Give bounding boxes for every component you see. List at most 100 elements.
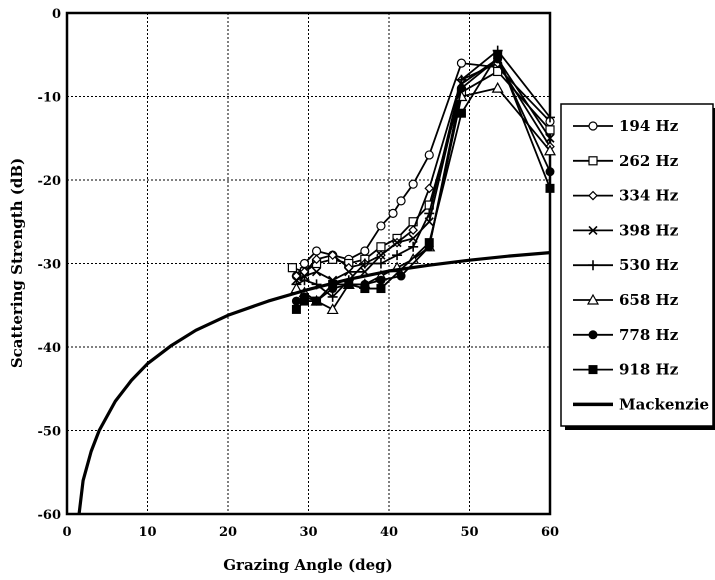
series-918-hz (291, 50, 555, 314)
data-point (396, 271, 406, 281)
data-point (392, 238, 402, 248)
tick-labels: 0 10 20 30 40 50 60 0 -10 -20 -30 -40 -50 -60 (38, 7, 560, 540)
legend-marker (588, 365, 598, 375)
x-axis-label: Grazing Angle (deg) (223, 556, 392, 574)
legend-marker (588, 260, 598, 271)
legend-label: 658 Hz (619, 291, 679, 309)
series-line (77, 251, 551, 515)
legend-marker (586, 293, 600, 305)
series-line (295, 53, 551, 311)
data-point (545, 133, 555, 143)
series-194-hz (291, 58, 555, 281)
legend-entry: 194 Hz (573, 117, 679, 135)
data-point (299, 296, 309, 306)
y-tick-label: -30 (38, 258, 62, 273)
data-point (388, 208, 398, 218)
legend-entry: Mackenzie (573, 395, 709, 413)
y-tick-label: -40 (38, 341, 62, 356)
data-point (326, 303, 339, 315)
data-point (456, 74, 467, 85)
data-point (493, 50, 503, 60)
legend-label: Mackenzie (619, 395, 709, 413)
data-point (360, 284, 370, 294)
plot-area (65, 11, 552, 516)
legend-marker (588, 330, 598, 340)
data-point (376, 250, 386, 260)
y-tick-label: -60 (38, 508, 62, 523)
data-point (376, 275, 386, 285)
data-point (359, 258, 370, 269)
data-point (376, 284, 386, 294)
legend-entry: 398 Hz (573, 221, 679, 239)
data-point (491, 81, 504, 93)
data-point (344, 267, 354, 277)
data-point (311, 254, 322, 265)
data-point (311, 246, 322, 256)
data-point (327, 291, 338, 302)
legend-marker (588, 190, 598, 201)
data-point (376, 221, 386, 231)
data-point (543, 144, 557, 156)
data-point (291, 296, 301, 306)
data-point (408, 179, 418, 189)
legend: 194 Hz 262 Hz 334 Hz 398 Hz 530 Hz 658 Hz 778 … (560, 103, 715, 430)
series-334-hz (291, 58, 555, 281)
y-axis-label: Scattering Strength (dB) (8, 158, 26, 368)
x-tick-label: 20 (219, 525, 237, 540)
data-point (311, 267, 322, 277)
series-530-hz (291, 45, 555, 302)
data-point (375, 258, 386, 269)
x-tick-label: 60 (541, 525, 559, 540)
data-point (456, 83, 466, 93)
legend-entry: 262 Hz (573, 152, 679, 170)
legend-label: 262 Hz (619, 152, 679, 170)
series-line (292, 70, 551, 273)
data-point (545, 167, 555, 177)
legend-label: 334 Hz (619, 187, 679, 205)
legend-entry: 334 Hz (573, 187, 679, 205)
data-point (396, 196, 406, 206)
data-point (424, 150, 434, 160)
y-tick-label: -20 (38, 174, 62, 189)
x-tick-label: 50 (460, 525, 478, 540)
data-point (312, 296, 322, 306)
data-point (287, 263, 297, 273)
legend-marker (588, 225, 598, 235)
data-point (424, 208, 435, 219)
data-point (545, 183, 555, 193)
x-tick-label: 40 (380, 525, 398, 540)
series-line (296, 87, 551, 311)
data-point (424, 238, 434, 248)
x-tick-label: 10 (138, 525, 156, 540)
data-point (545, 125, 555, 135)
legend-entry: 530 Hz (573, 256, 679, 274)
legend-entry: 658 Hz (573, 291, 679, 309)
legend-label: 398 Hz (619, 221, 679, 239)
data-point (456, 58, 467, 68)
series-line (296, 62, 551, 277)
series-line (295, 62, 551, 277)
legend-entry: 778 Hz (573, 326, 679, 344)
data-point (299, 275, 310, 286)
y-tick-label: -50 (38, 425, 62, 440)
x-tick-label: 0 (62, 525, 71, 540)
data-point (408, 225, 418, 235)
legend-label: 778 Hz (619, 326, 679, 344)
legend-marker (588, 121, 598, 131)
data-point (327, 250, 338, 260)
data-point (456, 108, 466, 118)
data-point (376, 242, 386, 252)
legend-label: 918 Hz (619, 361, 679, 379)
series-mackenzie (77, 251, 551, 515)
legend-entry: 918 Hz (573, 361, 679, 379)
data-point (291, 304, 301, 314)
data-point (408, 241, 419, 252)
series-layer (77, 45, 557, 515)
data-point (299, 258, 310, 269)
y-tick-label: -10 (38, 91, 62, 106)
data-point (360, 246, 370, 256)
data-point (392, 250, 403, 261)
x-tick-label: 30 (299, 525, 317, 540)
legend-label: 194 Hz (619, 117, 679, 135)
